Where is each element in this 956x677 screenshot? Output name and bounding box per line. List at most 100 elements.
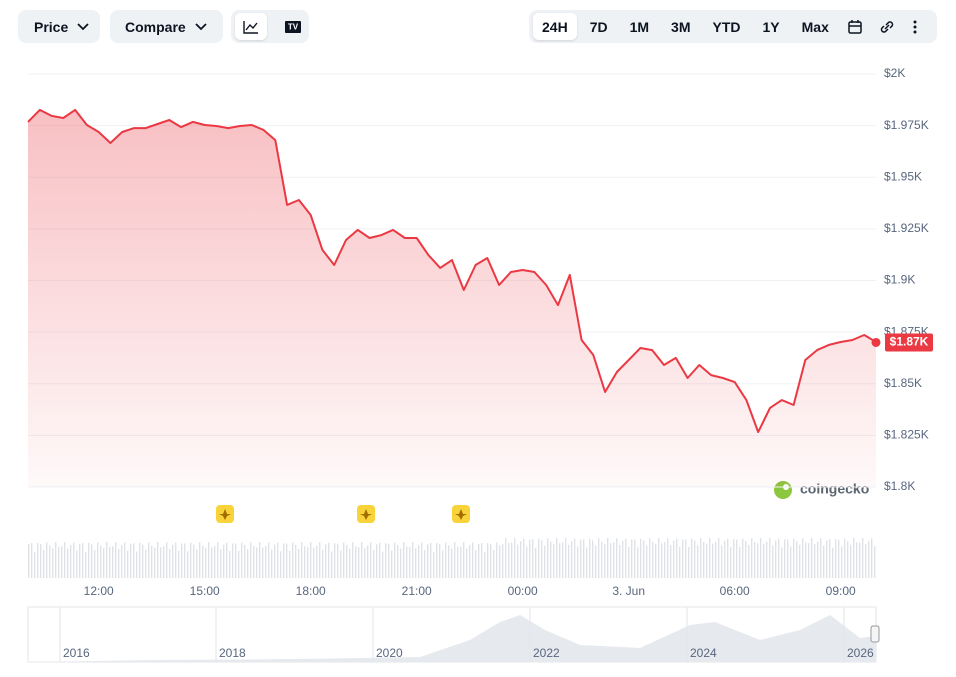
volume-texture <box>439 543 441 578</box>
volume-texture <box>259 542 261 578</box>
volume-texture <box>610 543 612 578</box>
navigator-frame <box>27 606 877 663</box>
price-area <box>28 109 876 488</box>
price-dropdown[interactable]: Price <box>18 10 100 43</box>
range-button[interactable]: 3M <box>671 18 691 35</box>
volume-texture <box>430 542 432 578</box>
toolbar-icon-button[interactable] <box>842 13 868 40</box>
volume-texture <box>490 544 492 578</box>
range-button[interactable]: Max <box>801 18 829 35</box>
volume-texture <box>133 543 135 578</box>
volume-texture <box>787 539 789 578</box>
volume-texture <box>718 538 720 578</box>
volume-texture <box>517 544 519 578</box>
range-button[interactable]: 1Y <box>762 18 780 35</box>
volume-texture <box>271 549 273 578</box>
volume-texture <box>604 543 606 578</box>
volume-texture <box>124 542 126 578</box>
navigator-year: 2020 <box>376 646 403 660</box>
volume-texture <box>793 538 795 578</box>
volume-texture <box>442 550 444 578</box>
volume-texture <box>211 547 213 578</box>
volume-texture <box>91 544 93 578</box>
volume-texture <box>85 551 87 578</box>
volume-texture <box>784 539 786 578</box>
compare-label: Compare <box>125 18 186 35</box>
volume-texture <box>616 538 618 578</box>
volume-texture <box>745 540 747 578</box>
volume-texture <box>238 551 240 578</box>
navigator-handle[interactable] <box>870 625 880 643</box>
volume-texture <box>472 542 474 578</box>
volume-texture <box>874 545 876 578</box>
volume-texture <box>595 545 597 578</box>
volume-texture <box>103 548 105 578</box>
y-tick-label: $2K <box>884 66 905 80</box>
volume-texture <box>106 542 108 578</box>
volume-texture <box>163 546 165 578</box>
volume-texture <box>871 538 873 578</box>
volume-texture <box>406 546 408 578</box>
volume-texture <box>394 542 396 578</box>
volume-texture <box>550 541 552 578</box>
volume-band <box>28 538 876 578</box>
volume-texture <box>619 544 621 578</box>
volume-texture <box>52 548 54 578</box>
volume-texture <box>376 544 378 578</box>
volume-texture <box>640 538 642 578</box>
volume-texture <box>781 547 783 578</box>
volume-texture <box>778 538 780 578</box>
toolbar-icon-button[interactable] <box>906 13 924 40</box>
y-tick-label: $1.975K <box>884 118 929 132</box>
volume-texture <box>244 544 246 578</box>
volume-texture <box>226 542 228 578</box>
volume-texture <box>496 542 498 578</box>
volume-texture <box>310 542 312 578</box>
volume-texture <box>580 539 582 578</box>
volume-texture <box>154 547 156 578</box>
volume-texture <box>280 551 282 578</box>
volume-texture <box>790 546 792 578</box>
volume-texture <box>166 542 168 578</box>
line-chart-button[interactable] <box>235 13 267 40</box>
volume-texture <box>43 549 45 578</box>
volume-texture <box>136 551 138 578</box>
volume-texture <box>562 542 564 578</box>
range-button[interactable]: 7D <box>589 18 608 35</box>
volume-texture <box>175 542 177 578</box>
volume-texture <box>448 545 450 578</box>
volume-texture <box>169 549 171 578</box>
volume-texture <box>622 540 624 578</box>
volume-texture <box>202 545 204 578</box>
volume-texture <box>322 549 324 578</box>
y-tick-label: $1.875K <box>884 324 929 338</box>
volume-texture <box>574 538 576 578</box>
volume-texture <box>829 538 831 578</box>
volume-texture <box>184 543 186 578</box>
volume-texture <box>385 543 387 578</box>
volume-texture <box>262 547 264 578</box>
volume-texture <box>112 546 114 578</box>
volume-texture <box>268 542 270 578</box>
range-button[interactable]: 1M <box>629 18 650 35</box>
current-price-dot <box>871 337 881 347</box>
tradingview-button[interactable]: TV <box>277 13 309 40</box>
range-button[interactable]: 24H <box>533 13 577 40</box>
y-tick-label: $1.9K <box>884 273 915 287</box>
toolbar-icon-button[interactable] <box>872 13 902 40</box>
volume-texture <box>802 538 804 578</box>
volume-texture <box>478 543 480 578</box>
volume-texture <box>583 539 585 578</box>
volume-texture <box>145 549 147 578</box>
volume-texture <box>685 539 687 578</box>
volume-texture <box>358 547 360 578</box>
volume-texture <box>67 548 69 578</box>
compare-dropdown[interactable]: Compare <box>110 10 223 43</box>
volume-texture <box>346 544 348 578</box>
volume-texture <box>775 540 777 578</box>
range-button[interactable]: YTD <box>712 18 741 35</box>
volume-texture <box>469 545 471 578</box>
volume-texture <box>361 542 363 578</box>
volume-texture <box>391 550 393 578</box>
